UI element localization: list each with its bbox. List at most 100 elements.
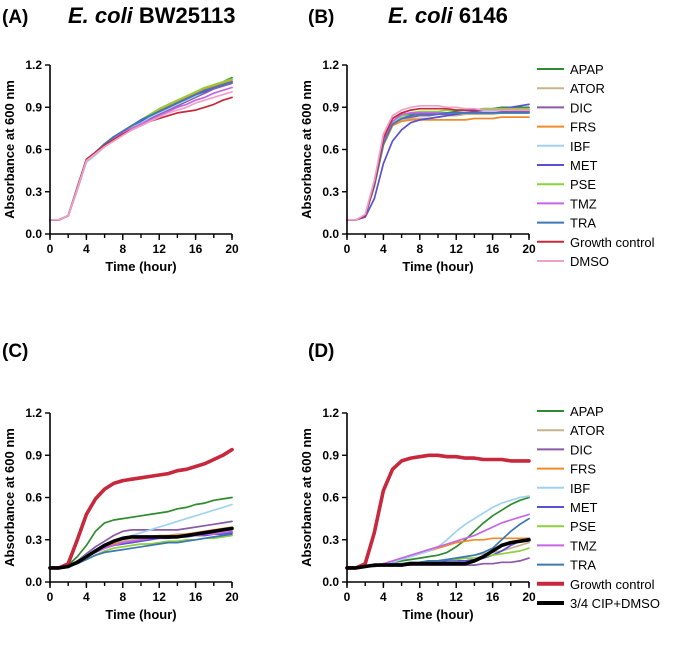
legend-label-ibf: IBF	[570, 139, 590, 154]
x-tick-label: 4	[83, 590, 90, 604]
series-line-frs	[49, 79, 233, 221]
y-tick-label: 0.9	[25, 448, 42, 462]
panel-c: 0.0 0.3 0.6 0.9 1.2 0 4 8 12 16 20 Time (hour) Abs…	[2, 406, 239, 622]
panel-label-d: (D)	[308, 341, 334, 362]
series-line-apap	[49, 496, 233, 569]
series-line-dmso	[346, 104, 530, 221]
y-tick-label: 0.3	[25, 533, 42, 547]
series-line-growth-control	[48, 447, 234, 570]
x-tick-label: 12	[450, 590, 464, 604]
y-tick-label: 0.0	[25, 575, 42, 589]
x-tick-label: 16	[486, 242, 500, 256]
y-tick-label: 1.2	[322, 58, 339, 72]
x-tick-label: 16	[189, 242, 203, 256]
x-tick-label: 12	[153, 242, 167, 256]
x-tick-label: 20	[225, 242, 239, 256]
x-tick-label: 8	[119, 242, 126, 256]
series-line-apap	[49, 76, 233, 221]
legend-label-ator: ATOR	[570, 81, 605, 96]
legend-label-growth-control: Growth control	[570, 577, 655, 592]
plot-area-a: 0.0 0.3 0.6 0.9 1.2 0 4 8 12 16 20	[25, 58, 239, 256]
y-axis-label-c: Absorbance at 600 nm	[2, 428, 17, 567]
x-axis-label-b: Time (hour)	[402, 259, 473, 274]
x-tick-label: 20	[225, 590, 239, 604]
legend-label-apap: APAP	[570, 62, 604, 77]
panel-a: 0.0 0.3 0.6 0.9 1.2 0 4 8 12 16 20 Time (hour) Abs…	[2, 58, 239, 274]
title-a: E. coli BW25113	[68, 3, 236, 28]
y-tick-label: 0.0	[322, 575, 339, 589]
legend-label-tra: TRA	[570, 216, 596, 231]
legend-top: APAP ATOR DIC FRS IBF MET PSE TMZ TRA Growth cont…	[537, 62, 655, 269]
series-line-3-4-cip-dmso	[48, 526, 234, 570]
legend-label-met: MET	[570, 158, 598, 173]
series-group-a	[49, 76, 233, 221]
y-tick-label: 0.9	[322, 100, 339, 114]
y-tick-label: 0.3	[25, 185, 42, 199]
legend-label-dic: DIC	[570, 100, 592, 115]
y-tick-label: 0.3	[322, 533, 339, 547]
x-axis-label-a: Time (hour)	[105, 259, 176, 274]
x-tick-label: 12	[153, 590, 167, 604]
title-b: E. coli 6146	[388, 3, 508, 28]
x-tick-label: 4	[380, 590, 387, 604]
panel-b: 0.0 0.3 0.6 0.9 1.2 0 4 8 12 16 20 Time (hour) Abs…	[299, 58, 536, 274]
series-line-growth-control	[345, 453, 531, 570]
legend-label-frs: FRS	[570, 462, 596, 477]
y-axis-label-a: Absorbance at 600 nm	[2, 80, 17, 219]
panel-label-c: (C)	[2, 341, 28, 362]
x-tick-label: 4	[380, 242, 387, 256]
y-tick-label: 0.6	[322, 143, 339, 157]
series-line-tra	[49, 81, 233, 221]
x-axis-label-d: Time (hour)	[402, 607, 473, 622]
series-line-ator	[346, 112, 530, 221]
series-line-dic	[346, 110, 530, 221]
x-tick-label: 8	[416, 590, 423, 604]
y-tick-label: 1.2	[322, 406, 339, 420]
x-tick-label: 16	[189, 590, 203, 604]
title-a-strain: BW25113	[133, 3, 236, 28]
series-line-ibf	[346, 109, 530, 221]
x-tick-label: 16	[486, 590, 500, 604]
y-tick-label: 0.9	[322, 448, 339, 462]
series-line-tmz	[346, 513, 530, 569]
legend-label-pse: PSE	[570, 519, 596, 534]
y-tick-label: 1.2	[25, 58, 42, 72]
y-tick-label: 0.6	[25, 491, 42, 505]
panel-d: 0.0 0.3 0.6 0.9 1.2 0 4 8 12 16 20 Time (hour) Abs…	[299, 406, 536, 622]
y-tick-label: 0.9	[25, 100, 42, 114]
plot-area-c: 0.0 0.3 0.6 0.9 1.2 0 4 8 12 16 20	[25, 406, 239, 604]
y-axis-label-d: Absorbance at 600 nm	[299, 428, 314, 567]
series-line-frs	[346, 116, 530, 221]
x-tick-label: 20	[522, 590, 536, 604]
x-tick-label: 0	[344, 242, 351, 256]
series-line-growth-control	[49, 96, 233, 221]
panel-label-a: (A)	[2, 7, 28, 28]
x-axis-label-c: Time (hour)	[105, 607, 176, 622]
series-line-met	[346, 103, 530, 221]
x-tick-label: 8	[416, 242, 423, 256]
legend-bottom: APAP ATOR DIC FRS IBF MET PSE TMZ TRA Growth cont…	[537, 404, 660, 611]
y-tick-label: 0.0	[322, 227, 339, 241]
title-b-species: E. coli	[388, 3, 454, 28]
legend-label-apap: APAP	[570, 404, 604, 419]
x-tick-label: 0	[47, 590, 54, 604]
legend-label-ator: ATOR	[570, 423, 605, 438]
series-line-tra	[346, 112, 530, 221]
plot-area-b: 0.0 0.3 0.6 0.9 1.2 0 4 8 12 16 20	[322, 58, 536, 256]
legend-label-growth-control: Growth control	[570, 235, 655, 250]
x-tick-label: 8	[119, 590, 126, 604]
series-line-dmso	[49, 90, 233, 221]
y-tick-label: 0.0	[25, 227, 42, 241]
legend-label-dmso: DMSO	[570, 254, 609, 269]
y-tick-label: 0.3	[322, 185, 339, 199]
legend-label-tra: TRA	[570, 558, 596, 573]
series-line-met	[49, 81, 233, 221]
plot-area-d: 0.0 0.3 0.6 0.9 1.2 0 4 8 12 16 20	[322, 406, 536, 604]
panel-label-b: (B)	[308, 7, 334, 28]
x-tick-label: 12	[450, 242, 464, 256]
legend-label-tmz: TMZ	[570, 538, 597, 553]
legend-label-dic: DIC	[570, 442, 592, 457]
y-axis-label-b: Absorbance at 600 nm	[299, 80, 314, 219]
x-tick-label: 20	[522, 242, 536, 256]
